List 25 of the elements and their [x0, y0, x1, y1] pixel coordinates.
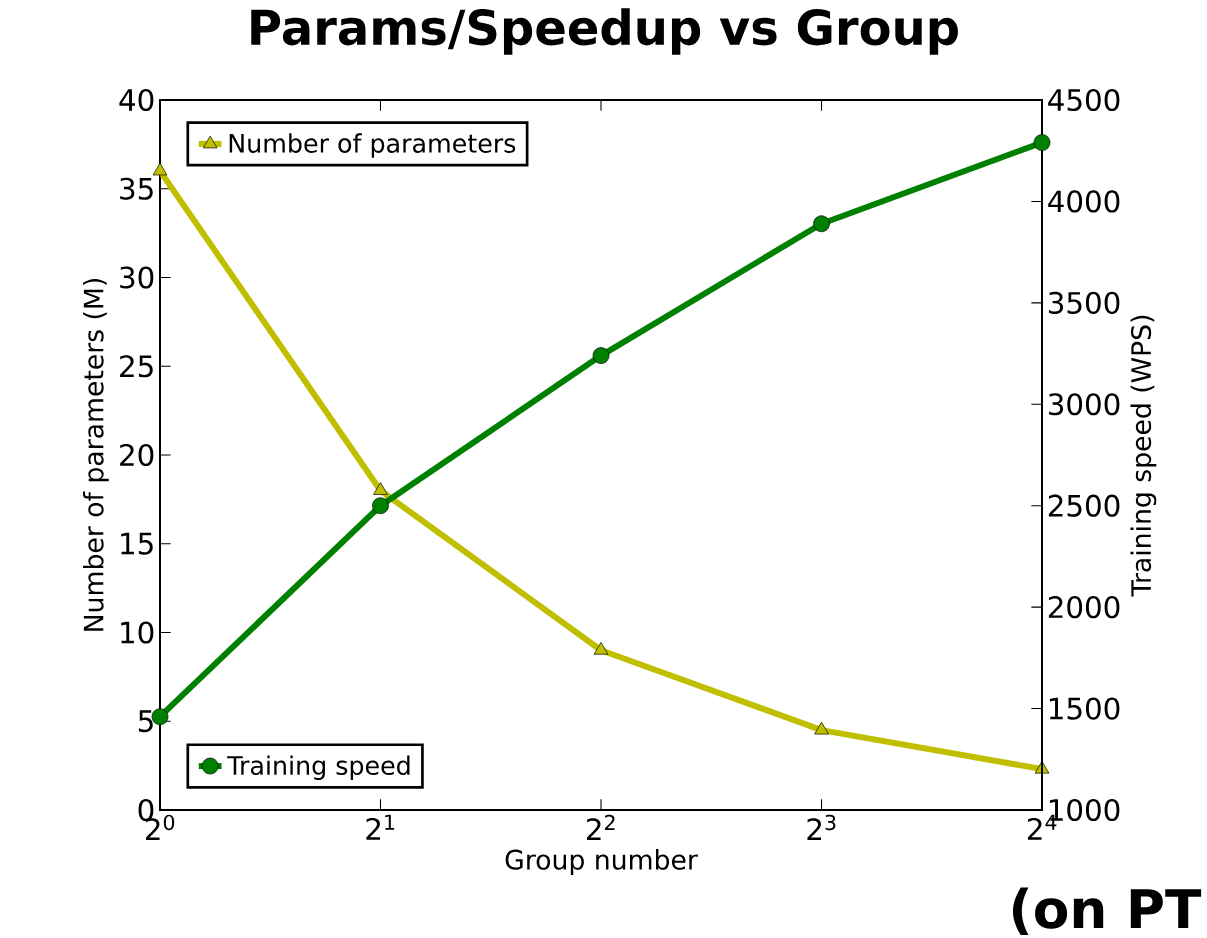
- legend-label: Training speed: [227, 755, 410, 780]
- y-tick-label: 25: [120, 355, 153, 378]
- y2-tick-label: 1500: [1049, 697, 1120, 720]
- y2-tick-label: 3500: [1048, 291, 1120, 314]
- y2-tick-label: 4000: [1048, 190, 1120, 213]
- x-tick-label: 2$^{1}$: [366, 814, 395, 840]
- legend-label: Number of parameters: [229, 133, 516, 158]
- x-axis-title: Group number: [505, 849, 698, 875]
- y-tick-label: 15: [121, 532, 153, 555]
- x-tick-label: 2$^{2}$: [586, 814, 615, 840]
- x-tick-label: 2$^{3}$: [807, 814, 836, 840]
- y2-tick-label: 2000: [1048, 596, 1120, 619]
- y2-tick-label: 4500: [1048, 88, 1120, 112]
- y-tick-label: 10: [121, 621, 154, 644]
- y2-tick-label: 3000: [1048, 393, 1120, 416]
- y-axis-title: Number of parameters (M): [83, 278, 109, 631]
- chart-title: Params/Speedup vs Group: [251, 8, 958, 55]
- y-tick-label: 40: [119, 88, 154, 112]
- y-tick-label: 30: [120, 266, 154, 289]
- y-tick-label: 5: [138, 710, 153, 733]
- y-tick-label: 35: [120, 177, 153, 200]
- y2-tick-label: 2500: [1048, 494, 1120, 517]
- text: (on PT: [1012, 887, 1202, 936]
- y2-axis-title: Training speed (WPS): [1130, 315, 1157, 597]
- y-tick-label: 20: [120, 443, 154, 467]
